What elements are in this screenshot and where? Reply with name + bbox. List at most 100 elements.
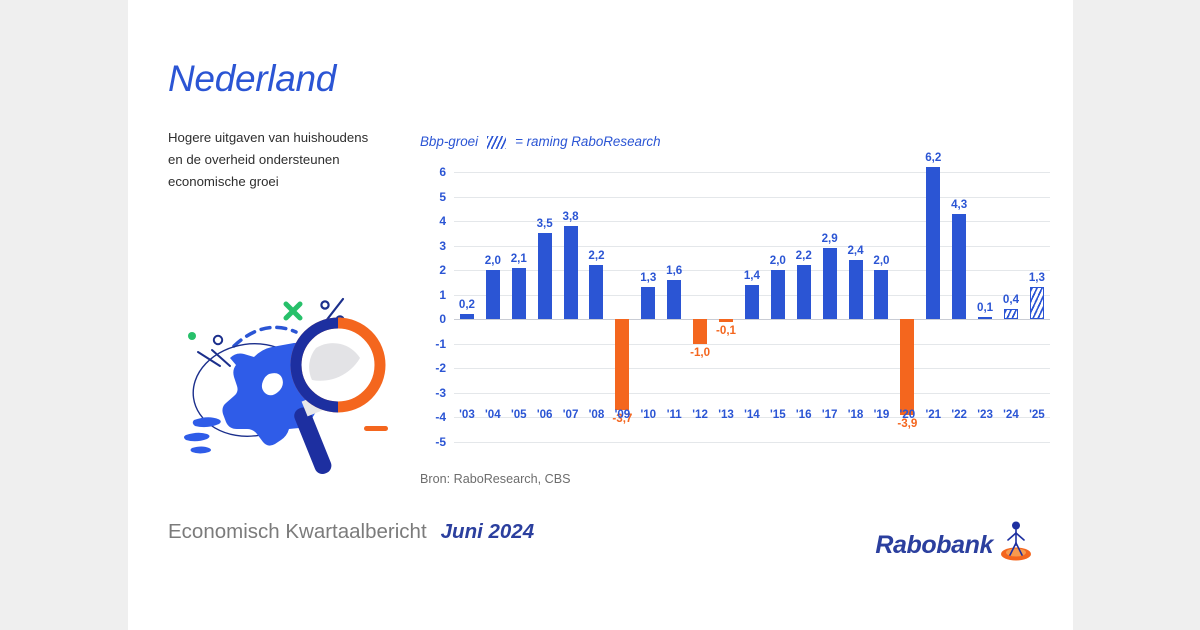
bar[interactable]: [615, 319, 630, 411]
hatch-swatch-icon: [487, 135, 507, 149]
bar-slot[interactable]: 1,3: [635, 172, 661, 442]
bar[interactable]: [822, 248, 837, 320]
bar-slot[interactable]: -0,1: [713, 172, 739, 442]
bar-value-label: 0,4: [1002, 293, 1020, 307]
bar[interactable]: [874, 270, 889, 320]
bar-slot[interactable]: 2,2: [791, 172, 817, 442]
bar[interactable]: [485, 270, 500, 320]
bar-value-label: 2,9: [821, 232, 838, 246]
y-axis-tick: 2: [439, 263, 446, 278]
bar-value-label: -3,9: [897, 417, 918, 430]
bar-value-label: 4,3: [951, 197, 968, 211]
logo-figure-head: [1012, 521, 1020, 530]
footer-report-info: Economisch Kwartaalbericht Juni 2024: [168, 520, 534, 544]
x-axis-tick: '12: [692, 408, 708, 421]
bar-slot[interactable]: -1,0: [687, 172, 713, 442]
x-axis-tick: '14: [744, 408, 760, 421]
bar-value-label: 2,2: [588, 249, 605, 263]
rabobank-logo: Rabobank: [875, 516, 1033, 561]
gridline: [454, 343, 1050, 345]
bbp-growth-chart: Bbp-groei = raming RaboResearch 6 5 4 3 2 1 0 -…: [420, 130, 1050, 500]
x-axis-tick: '09: [614, 408, 631, 421]
bar-slot[interactable]: 3,5: [532, 172, 558, 442]
bar[interactable]: [459, 314, 474, 320]
x-axis-tick: '22: [951, 408, 967, 421]
bar[interactable]: [770, 270, 785, 320]
bar-slot[interactable]: 2,0: [480, 172, 506, 442]
legend-series-label: Bbp-groei: [420, 133, 479, 149]
legend-forecast-label: = raming RaboResearch: [515, 133, 661, 149]
bar[interactable]: [589, 265, 604, 320]
bar-slot[interactable]: 0,1: [972, 172, 998, 442]
bar-slot[interactable]: 2,0: [869, 172, 895, 442]
bar[interactable]: [719, 319, 734, 322]
bar-value-label: 2,2: [795, 249, 812, 263]
bar-slot[interactable]: 0,4: [998, 172, 1024, 442]
bar-value-label: 1,3: [640, 271, 657, 285]
bar[interactable]: [511, 267, 526, 320]
bar[interactable]: [563, 226, 578, 320]
x-axis-tick: '19: [873, 408, 890, 421]
bar-slot[interactable]: 2,2: [584, 172, 610, 442]
zero-line: [454, 319, 1050, 321]
bar[interactable]: [952, 213, 967, 320]
y-axis-tick: -1: [435, 336, 446, 351]
orange-dash: [364, 426, 388, 431]
green-dot-icon: [188, 332, 196, 340]
bar[interactable]: [926, 167, 941, 320]
bar[interactable]: [978, 316, 993, 320]
bar-value-label: 1,6: [666, 264, 683, 277]
x-axis-tick: '05: [510, 408, 527, 421]
x-axis-tick: '20: [899, 408, 916, 421]
bar-slot[interactable]: 4,3: [946, 172, 972, 442]
y-axis-tick: 0: [439, 312, 446, 327]
subtitle-line-2: en de overheid ondersteunen: [168, 152, 340, 167]
rabobank-emblem-icon: [999, 519, 1033, 561]
bar-value-label: 2,0: [484, 254, 501, 268]
x-axis-tick: '03: [459, 408, 475, 421]
x-axis-tick: '06: [536, 408, 553, 421]
bar-slot[interactable]: 2,9: [817, 172, 843, 442]
bar-slot[interactable]: 1,6: [661, 172, 687, 442]
y-axis-tick: -3: [435, 385, 446, 400]
x-axis-tick: '17: [821, 408, 838, 421]
bar-slot[interactable]: 1,4: [739, 172, 765, 442]
rabobank-wordmark: Rabobank: [875, 531, 993, 559]
bar[interactable]: [900, 319, 915, 415]
bar[interactable]: [641, 287, 656, 320]
plot-area: 0,2 2,0 2,1 3,5 3,8 2,2 -3,7 1,3 1,6 -1,0 -0,1 1,4 2…: [454, 151, 1050, 443]
bar-value-label: 6,2: [925, 151, 942, 165]
bar-value-label: -0,1: [716, 323, 737, 337]
bar-slot[interactable]: 3,8: [558, 172, 584, 442]
bar-slot[interactable]: 2,4: [843, 172, 869, 442]
y-axis-tick: -5: [435, 435, 446, 449]
bar-slot[interactable]: 1,3: [1024, 172, 1050, 442]
bar-slot[interactable]: 2,0: [765, 172, 791, 442]
x-axis-tick: '11: [666, 408, 682, 421]
bar[interactable]: [667, 280, 682, 320]
gridline: [454, 442, 1050, 443]
gridline: [454, 392, 1050, 394]
bar[interactable]: [796, 265, 811, 320]
bar-slot[interactable]: 0,2: [454, 172, 480, 442]
bar-slot[interactable]: -3,7: [609, 172, 635, 442]
bar[interactable]: [1003, 309, 1018, 320]
bar[interactable]: [744, 284, 759, 320]
small-circle-icon: [212, 334, 224, 346]
bar[interactable]: [537, 233, 552, 320]
bar-slot[interactable]: -3,9: [894, 172, 920, 442]
page-title: Nederland: [168, 58, 337, 99]
bar[interactable]: [693, 319, 708, 344]
bar-slot[interactable]: 2,1: [506, 172, 532, 442]
sparkle-lines: [197, 349, 231, 367]
x-axis-tick: '18: [847, 408, 864, 421]
bar[interactable]: [1029, 287, 1044, 320]
y-axis-tick: 3: [439, 238, 446, 253]
bar-value-label: 2,0: [769, 254, 786, 268]
chart-legend: Bbp-groei = raming RaboResearch: [420, 130, 1050, 152]
bar-slot[interactable]: 6,2: [920, 151, 946, 442]
bar[interactable]: [848, 260, 863, 320]
dashed-arc: [232, 325, 298, 348]
bar-value-label: 1,3: [1028, 271, 1045, 285]
source-note: Bron: RaboResearch, CBS: [420, 472, 571, 486]
